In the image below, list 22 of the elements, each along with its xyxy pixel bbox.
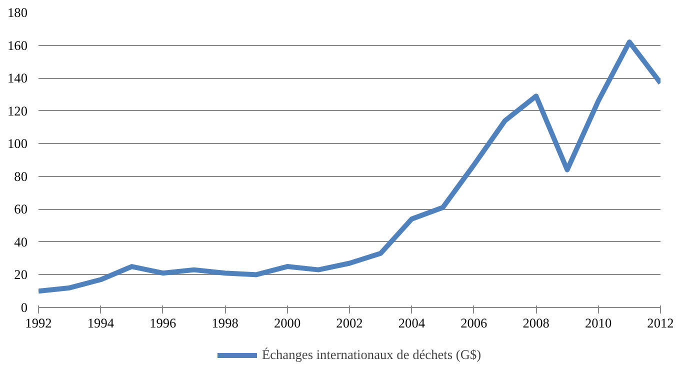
y-tick-label: 60: [14, 202, 28, 217]
y-tick-label: 180: [8, 5, 28, 20]
x-tick-label: 2002: [336, 316, 363, 330]
y-tick-label: 80: [14, 168, 28, 184]
x-tick-label: 2008: [522, 316, 550, 330]
y-tick-label: 160: [8, 38, 28, 53]
x-tick-label: 1998: [212, 316, 239, 330]
x-tick-label: 2010: [584, 316, 612, 330]
x-tick-label: 2000: [274, 316, 301, 330]
y-tick-label: 100: [8, 136, 28, 152]
y-tick-label: 40: [14, 234, 28, 250]
x-tick-label: 2012: [647, 316, 674, 330]
x-tick-label: 1992: [25, 316, 52, 330]
x-tick-label: 1996: [150, 316, 177, 330]
y-tick-label: 0: [20, 300, 28, 315]
y-tick-label: 20: [14, 267, 28, 282]
y-tick-label: 120: [8, 103, 28, 118]
y-tick-label: 140: [8, 70, 28, 86]
x-tick-label: 2004: [398, 316, 426, 330]
x-tick-label: 1994: [87, 316, 114, 330]
legend-label: Échanges internationaux de déchets (G$): [262, 347, 482, 363]
x-tick-label: 2006: [460, 316, 488, 330]
